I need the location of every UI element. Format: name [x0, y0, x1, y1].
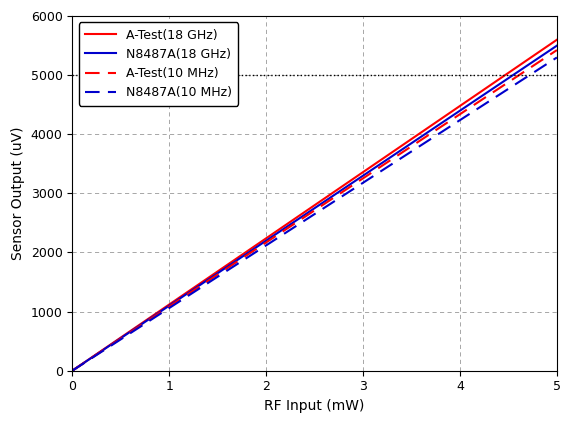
- A-Test(18 GHz): [554, 37, 561, 42]
- N8487A(18 GHz): [554, 43, 561, 48]
- N8487A(10 MHz): [331, 198, 338, 204]
- N8487A(18 GHz): [299, 214, 306, 219]
- A-Test(10 MHz): [302, 214, 309, 219]
- Line: N8487A(10 MHz): N8487A(10 MHz): [73, 58, 557, 371]
- Line: A-Test(10 MHz): A-Test(10 MHz): [73, 50, 557, 371]
- A-Test(18 GHz): [542, 45, 549, 50]
- N8487A(10 MHz): [299, 219, 306, 224]
- Y-axis label: Sensor Output (uV): Sensor Output (uV): [11, 127, 25, 260]
- N8487A(18 GHz): [542, 51, 549, 56]
- N8487A(18 GHz): [358, 175, 364, 180]
- Line: N8487A(18 GHz): N8487A(18 GHz): [73, 46, 557, 371]
- A-Test(10 MHz): [542, 55, 549, 60]
- N8487A(18 GHz): [331, 192, 338, 197]
- N8487A(10 MHz): [302, 218, 309, 223]
- N8487A(10 MHz): [542, 62, 549, 67]
- N8487A(18 GHz): [466, 102, 473, 107]
- X-axis label: RF Input (mW): RF Input (mW): [264, 399, 365, 413]
- A-Test(18 GHz): [69, 368, 76, 373]
- A-Test(18 GHz): [358, 171, 364, 176]
- A-Test(18 GHz): [299, 211, 306, 216]
- A-Test(10 MHz): [299, 216, 306, 221]
- N8487A(10 MHz): [466, 112, 473, 117]
- A-Test(18 GHz): [466, 97, 473, 102]
- A-Test(10 MHz): [69, 368, 76, 373]
- A-Test(10 MHz): [358, 177, 364, 182]
- Legend: A-Test(18 GHz), N8487A(18 GHz), A-Test(10 MHz), N8487A(10 MHz): A-Test(18 GHz), N8487A(18 GHz), A-Test(1…: [78, 22, 239, 106]
- N8487A(10 MHz): [554, 55, 561, 60]
- N8487A(18 GHz): [302, 212, 309, 217]
- Line: A-Test(18 GHz): A-Test(18 GHz): [73, 40, 557, 371]
- A-Test(18 GHz): [302, 209, 309, 214]
- N8487A(18 GHz): [69, 368, 76, 373]
- N8487A(10 MHz): [358, 182, 364, 187]
- A-Test(18 GHz): [331, 189, 338, 194]
- A-Test(10 MHz): [466, 105, 473, 110]
- N8487A(10 MHz): [69, 368, 76, 373]
- A-Test(10 MHz): [554, 47, 561, 53]
- A-Test(10 MHz): [331, 195, 338, 200]
